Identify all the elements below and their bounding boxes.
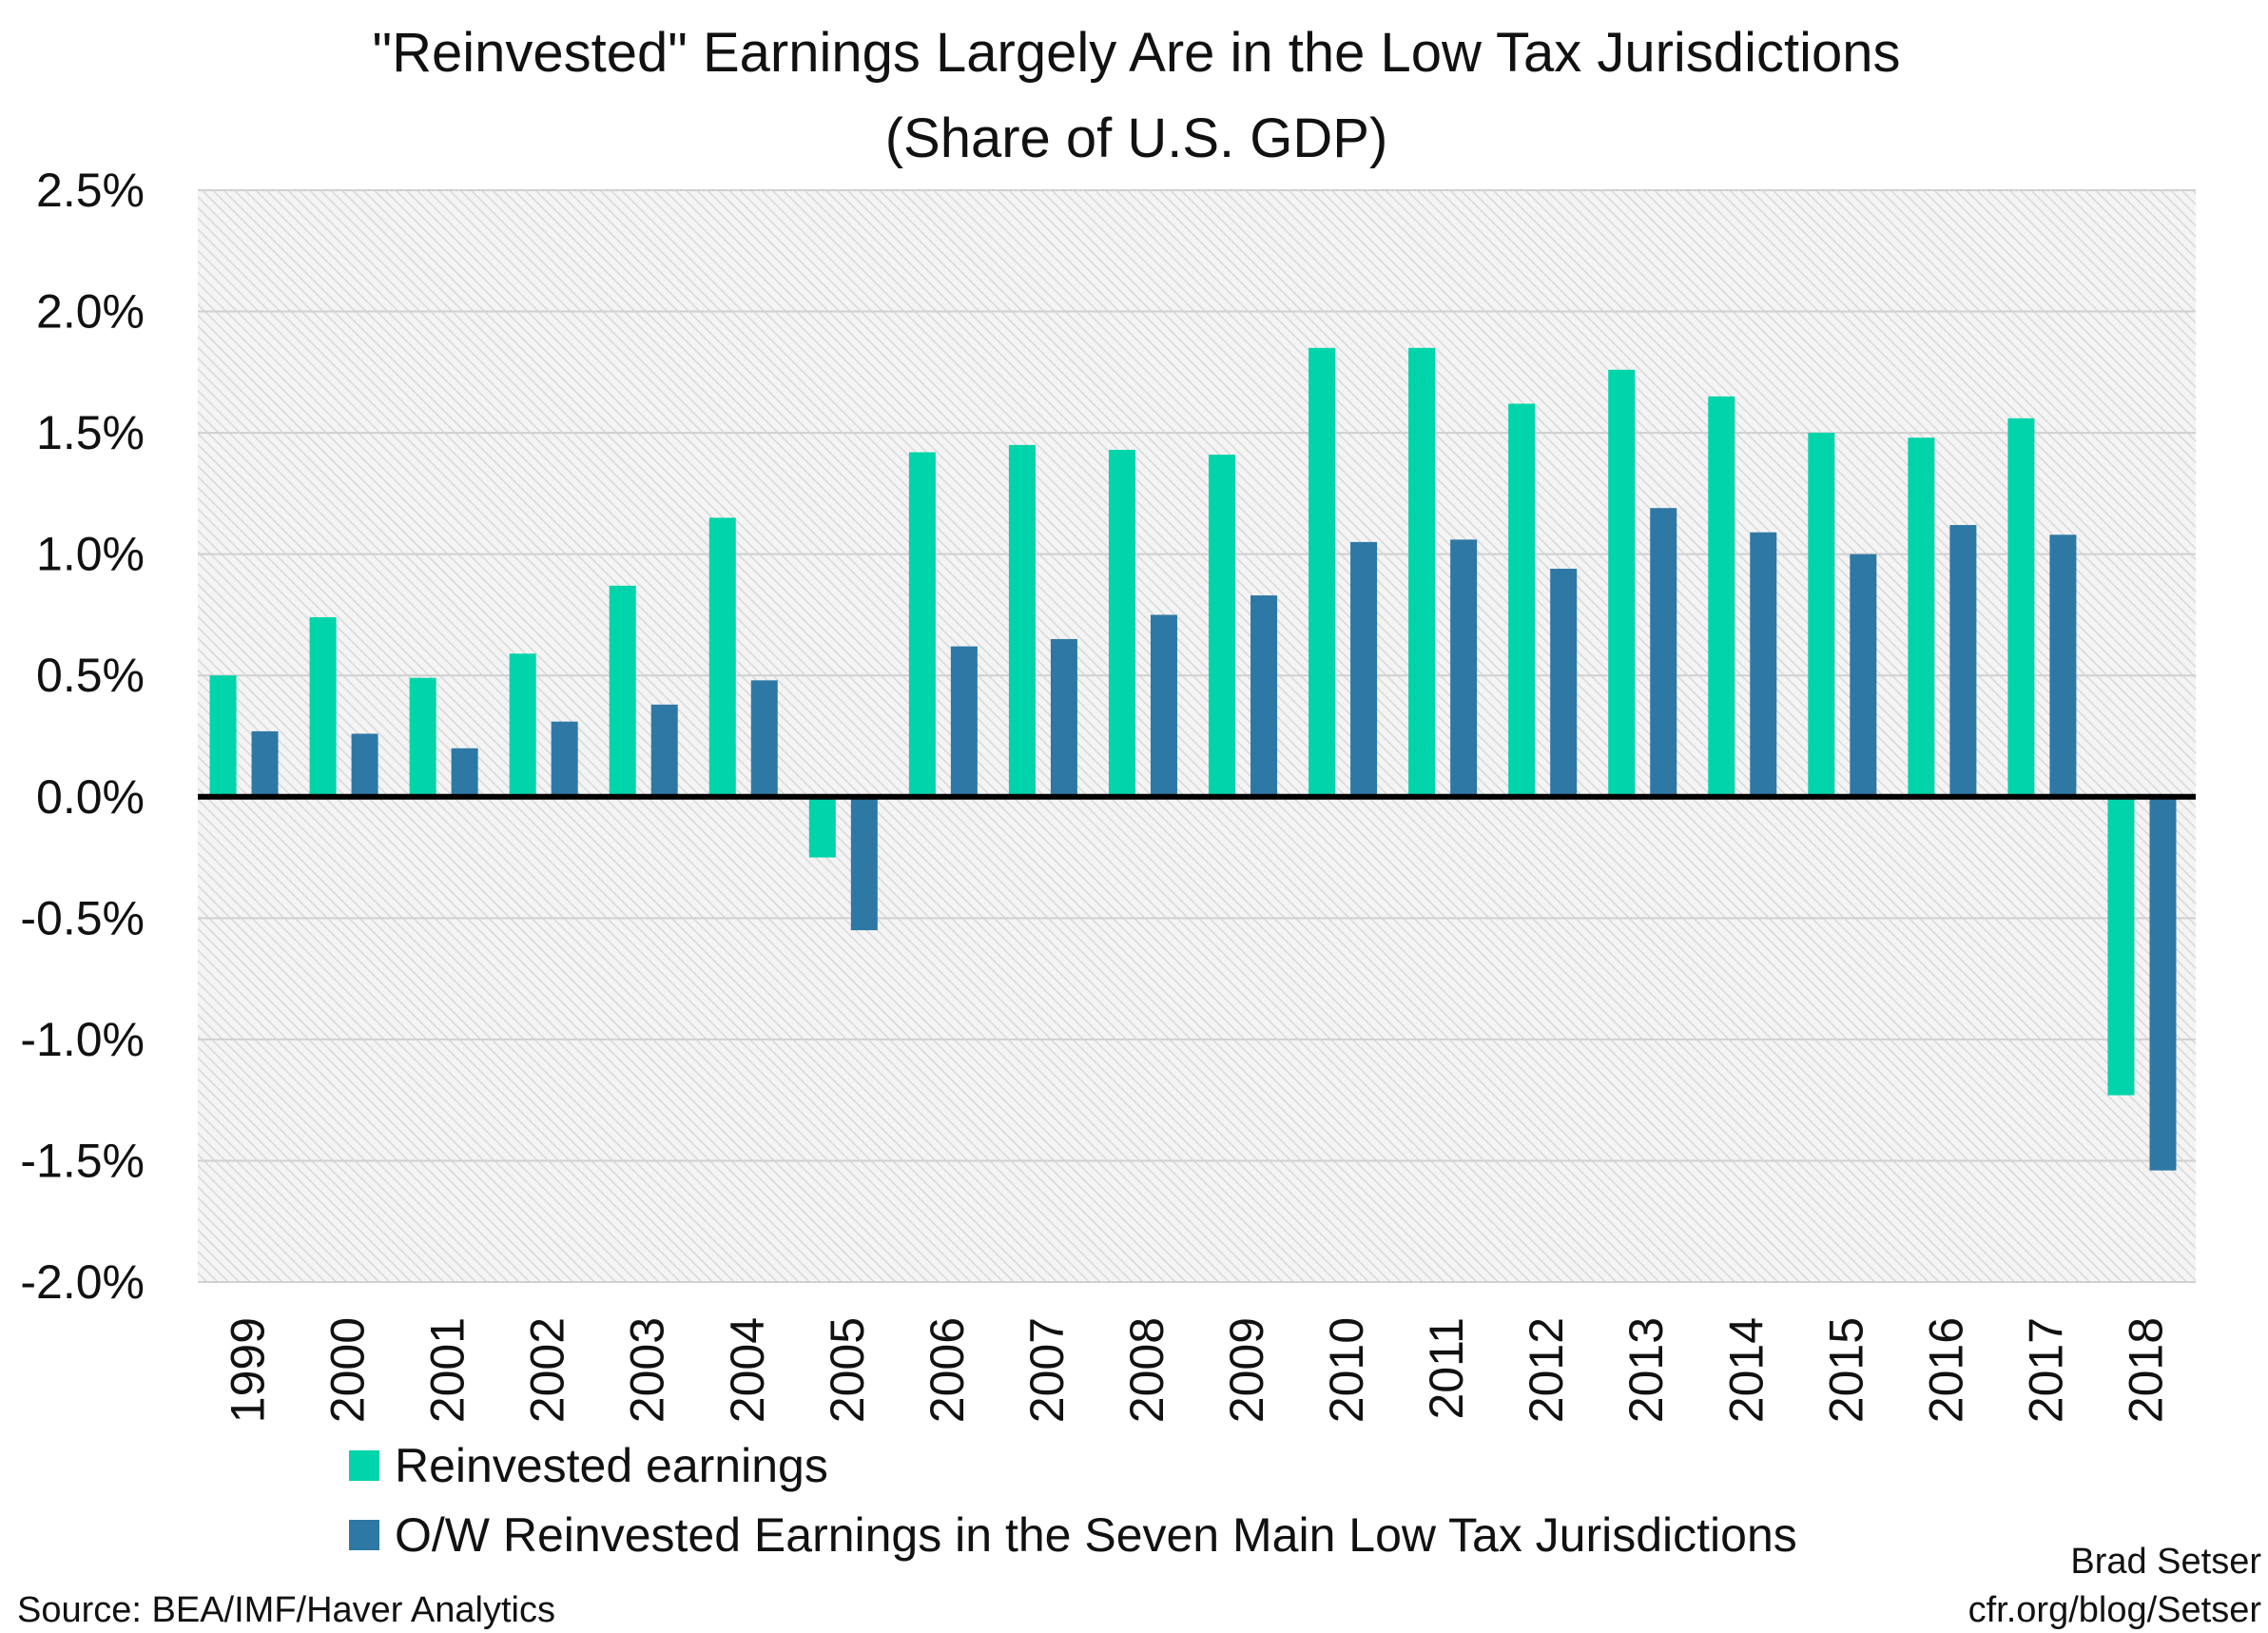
x-tick-label: 2007 — [1020, 1317, 1074, 1423]
bar-low-tax-2002 — [551, 721, 578, 797]
bar-reinvested-2003 — [609, 585, 636, 797]
bar-reinvested-2007 — [1008, 444, 1036, 797]
x-tick-label: 2014 — [1719, 1317, 1773, 1423]
y-tick-label: -2.0% — [20, 1255, 145, 1309]
plot-area — [198, 190, 2196, 1282]
bar-reinvested-2000 — [309, 616, 337, 797]
x-tick-label: 1999 — [222, 1317, 275, 1423]
bar-low-tax-2013 — [1650, 508, 1677, 797]
legend-label-reinvested: Reinvested earnings — [395, 1439, 828, 1492]
bar-reinvested-2006 — [908, 452, 936, 797]
bar-low-tax-2000 — [351, 733, 378, 797]
x-tick-label: 2017 — [2019, 1317, 2072, 1423]
bar-low-tax-2011 — [1450, 539, 1478, 797]
legend-swatch-reinvested — [349, 1450, 379, 1481]
author-url: cfr.org/blog/Setser — [1968, 1590, 2262, 1630]
bar-reinvested-2013 — [1608, 369, 1636, 797]
bar-low-tax-2010 — [1350, 541, 1378, 797]
bar-reinvested-2008 — [1108, 449, 1135, 797]
x-tick-label: 2006 — [921, 1317, 974, 1423]
bar-reinvested-2016 — [1908, 437, 1935, 797]
y-tick-label: -0.5% — [20, 891, 145, 944]
bar-reinvested-2001 — [409, 677, 436, 797]
bar-low-tax-1999 — [251, 730, 279, 797]
x-tick-label: 2009 — [1220, 1317, 1273, 1423]
bar-low-tax-2005 — [850, 796, 878, 931]
y-tick-label: -1.0% — [20, 1013, 145, 1066]
x-tick-label: 2005 — [821, 1317, 874, 1423]
x-tick-label: 2016 — [1919, 1317, 1972, 1423]
bar-reinvested-2010 — [1308, 347, 1336, 797]
bar-reinvested-2015 — [1808, 433, 1835, 797]
chart-subtitle: (Share of U.S. GDP) — [885, 107, 1388, 169]
x-tick-label: 2002 — [521, 1317, 574, 1423]
x-tick-label: 2013 — [1619, 1317, 1673, 1423]
x-tick-label: 2003 — [621, 1317, 674, 1423]
legend-swatch-low-tax — [349, 1520, 379, 1550]
y-tick-label: 1.5% — [36, 406, 145, 459]
bar-low-tax-2012 — [1550, 568, 1578, 797]
bar-low-tax-2001 — [451, 748, 478, 797]
x-tick-label: 2000 — [321, 1317, 375, 1423]
bar-low-tax-2003 — [650, 704, 678, 797]
x-tick-label: 2008 — [1120, 1317, 1173, 1423]
bar-low-tax-2018 — [2149, 796, 2177, 1171]
x-tick-label: 2012 — [1520, 1317, 1573, 1423]
x-tick-label: 2001 — [421, 1317, 475, 1423]
y-tick-label: 1.0% — [36, 528, 145, 581]
bar-low-tax-2015 — [1850, 554, 1877, 797]
x-tick-label: 2011 — [1420, 1317, 1473, 1420]
bar-low-tax-2016 — [1949, 525, 1977, 797]
bar-reinvested-2005 — [808, 796, 836, 858]
bar-low-tax-2004 — [750, 680, 778, 797]
bar-reinvested-2011 — [1408, 347, 1436, 797]
bar-reinvested-2004 — [708, 517, 736, 797]
bar-low-tax-2014 — [1750, 532, 1777, 797]
legend-label-low-tax: O/W Reinvested Earnings in the Seven Mai… — [395, 1508, 1797, 1562]
legend: Reinvested earnings O/W Reinvested Earni… — [349, 1439, 1797, 1562]
x-tick-label: 2018 — [2119, 1317, 2172, 1423]
author: Brad Setser — [2070, 1542, 2261, 1582]
bar-reinvested-2009 — [1209, 455, 1236, 797]
y-tick-label: 0.0% — [36, 770, 145, 824]
bar-reinvested-2012 — [1508, 403, 1536, 797]
bar-low-tax-2007 — [1050, 638, 1077, 797]
source-note: Source: BEA/IMF/Haver Analytics — [17, 1590, 555, 1630]
x-tick-label: 2004 — [721, 1317, 774, 1423]
x-tick-label: 2015 — [1819, 1317, 1872, 1423]
bar-reinvested-2002 — [509, 653, 536, 797]
bar-reinvested-2014 — [1708, 396, 1735, 797]
bar-reinvested-2017 — [2007, 418, 2035, 797]
y-tick-label: 2.0% — [36, 285, 145, 339]
bar-low-tax-2017 — [2049, 535, 2077, 797]
y-tick-label: 0.5% — [36, 649, 145, 702]
bar-low-tax-2006 — [950, 646, 978, 797]
bar-reinvested-1999 — [209, 675, 237, 797]
x-tick-label: 2010 — [1320, 1317, 1373, 1423]
y-tick-label: 2.5% — [36, 164, 145, 217]
bar-low-tax-2008 — [1150, 614, 1177, 797]
chart-title: "Reinvested" Earnings Largely Are in the… — [373, 22, 1901, 84]
bar-reinvested-2018 — [2107, 796, 2135, 1096]
bar-low-tax-2009 — [1250, 595, 1278, 797]
y-tick-label: -1.5% — [20, 1134, 145, 1187]
